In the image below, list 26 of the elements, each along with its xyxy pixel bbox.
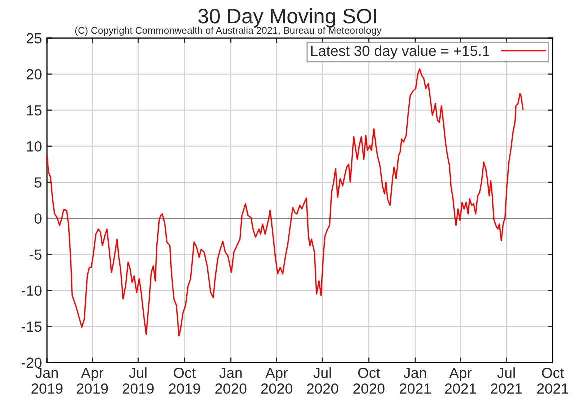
legend-label: Latest 30 day value = +15.1 (311, 46, 490, 60)
x-tick-label: Jul 2021 (491, 368, 522, 394)
x-tick-label: Oct 2021 (537, 368, 568, 394)
y-tick-label: -15 (22, 322, 42, 332)
x-tick-label: Jan 2020 (216, 368, 247, 394)
text: (C) Copyright Commonwealth of Australia 2021, Bureau of Meteorology (75, 26, 382, 36)
x-tick-label: Jul 2019 (122, 368, 154, 394)
x-tick-label: Apr 2019 (77, 368, 108, 394)
y-tick-label: 10 (27, 142, 42, 152)
y-tick-label: -10 (22, 286, 42, 296)
x-tick-label: Jan 2019 (32, 368, 63, 394)
y-tick-label: -5 (30, 250, 42, 260)
y-tick-label: 5 (34, 178, 42, 188)
x-tick-label: Oct 2020 (354, 368, 385, 394)
y-tick-label: 25 (26, 33, 42, 44)
y-tick-label: 0 (34, 214, 42, 224)
x-tick-label: Jan 2021 (400, 368, 431, 394)
x-tick-label: Apr 2020 (261, 368, 293, 394)
x-tick-label: Apr 2021 (445, 368, 476, 394)
y-tick-label: -20 (22, 358, 42, 368)
line-series (46, 68, 524, 337)
y-tick-label: 20 (26, 69, 42, 80)
x-tick-label: Jul 2020 (307, 368, 338, 394)
chart-title: 30 Day Moving SOI (198, 8, 376, 28)
x-tick-label: Oct 2019 (169, 368, 200, 394)
y-tick-label: 15 (27, 106, 42, 116)
